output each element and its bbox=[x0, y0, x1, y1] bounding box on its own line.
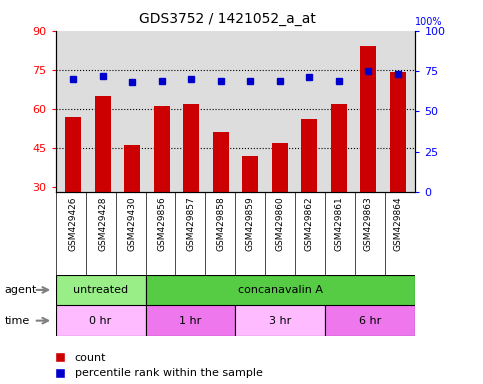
Bar bbox=[271, 142, 288, 192]
Text: concanavalin A: concanavalin A bbox=[238, 285, 323, 295]
Text: GSM429860: GSM429860 bbox=[275, 196, 284, 251]
Bar bbox=[95, 96, 111, 192]
Text: 0 hr: 0 hr bbox=[89, 316, 112, 326]
Text: GSM429862: GSM429862 bbox=[305, 196, 313, 251]
Text: agent: agent bbox=[5, 285, 37, 295]
Bar bbox=[301, 119, 317, 192]
Text: GSM429858: GSM429858 bbox=[216, 196, 225, 251]
Legend: count, percentile rank within the sample: count, percentile rank within the sample bbox=[49, 353, 262, 379]
Text: untreated: untreated bbox=[73, 285, 128, 295]
Bar bbox=[326, 305, 415, 336]
Bar bbox=[330, 104, 347, 192]
Bar bbox=[56, 275, 145, 305]
Text: GSM429859: GSM429859 bbox=[246, 196, 255, 251]
Text: 1 hr: 1 hr bbox=[179, 316, 201, 326]
Text: GSM429426: GSM429426 bbox=[69, 196, 78, 251]
Bar bbox=[65, 117, 81, 192]
Text: GDS3752 / 1421052_a_at: GDS3752 / 1421052_a_at bbox=[139, 12, 315, 25]
Bar bbox=[213, 132, 229, 192]
Bar bbox=[124, 145, 141, 192]
Text: 6 hr: 6 hr bbox=[359, 316, 382, 326]
Text: GSM429863: GSM429863 bbox=[364, 196, 373, 251]
Bar bbox=[242, 156, 258, 192]
Text: GSM429861: GSM429861 bbox=[334, 196, 343, 251]
Text: 3 hr: 3 hr bbox=[270, 316, 292, 326]
Text: GSM429428: GSM429428 bbox=[98, 196, 107, 251]
Text: GSM429864: GSM429864 bbox=[393, 196, 402, 251]
Bar bbox=[236, 305, 326, 336]
Bar bbox=[183, 104, 199, 192]
Bar bbox=[145, 275, 415, 305]
Text: GSM429857: GSM429857 bbox=[187, 196, 196, 251]
Bar bbox=[56, 305, 145, 336]
Bar bbox=[390, 72, 406, 192]
Text: 100%: 100% bbox=[415, 18, 443, 28]
Bar bbox=[154, 106, 170, 192]
Text: time: time bbox=[5, 316, 30, 326]
Text: GSM429430: GSM429430 bbox=[128, 196, 137, 251]
Text: GSM429856: GSM429856 bbox=[157, 196, 166, 251]
Bar bbox=[360, 46, 376, 192]
Bar bbox=[145, 305, 236, 336]
